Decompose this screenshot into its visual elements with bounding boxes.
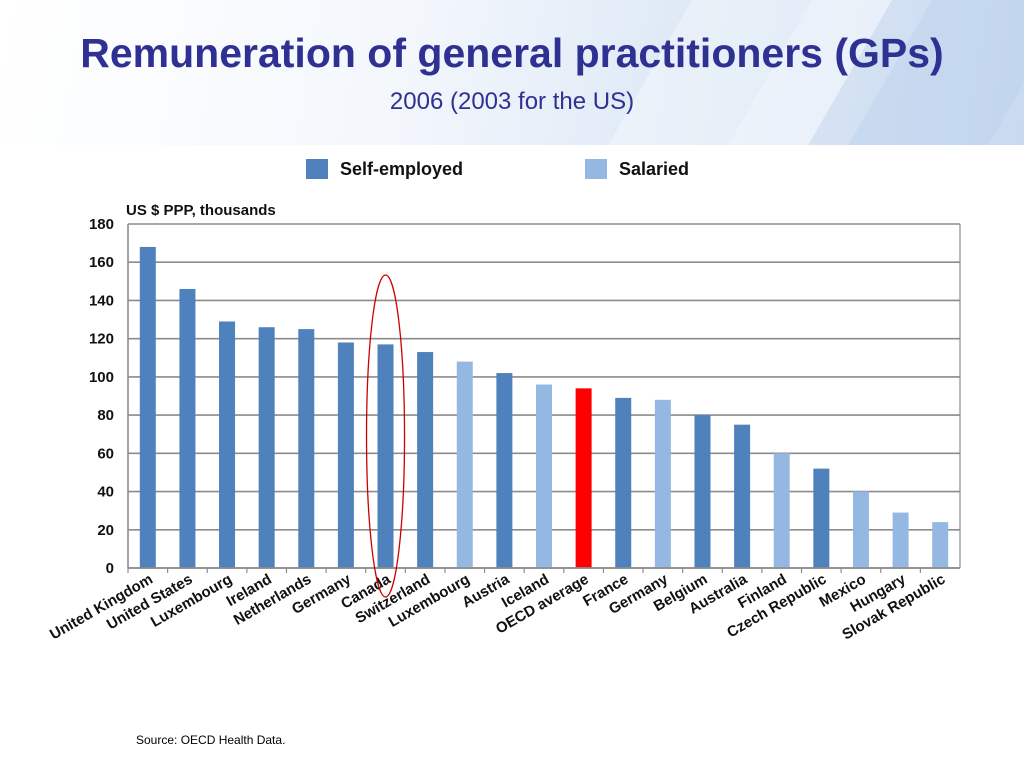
chart-legend: Self-employed Salaried bbox=[0, 157, 1024, 183]
highlight-ellipse bbox=[365, 274, 406, 598]
bar-3 bbox=[258, 327, 275, 568]
bar-17 bbox=[813, 468, 830, 568]
bar-4 bbox=[298, 329, 315, 568]
legend-item-salaried: Salaried bbox=[585, 157, 689, 181]
bar-0 bbox=[139, 246, 156, 568]
bar-10 bbox=[536, 384, 552, 568]
bar-14 bbox=[694, 415, 711, 568]
bar-20 bbox=[932, 522, 949, 568]
legend-swatch-salaried bbox=[585, 159, 607, 179]
y-axis-label: US $ PPP, thousands bbox=[126, 202, 276, 219]
bar-18 bbox=[852, 491, 869, 568]
bar-1 bbox=[179, 288, 196, 568]
page-title: Remuneration of general practitioners (G… bbox=[80, 30, 944, 76]
legend-label-self-employed: Self-employed bbox=[340, 158, 464, 179]
bar-7 bbox=[417, 352, 434, 568]
bar-8 bbox=[456, 361, 473, 568]
y-tick-label: 140 bbox=[89, 292, 114, 309]
y-tick-label: 20 bbox=[97, 522, 114, 539]
y-tick-label: 60 bbox=[97, 445, 114, 462]
bar-chart: 0 20 40 60 80 100 120 140 160 180 US $ PPP, thousa… bbox=[47, 202, 961, 643]
y-tick-label: 80 bbox=[97, 407, 114, 424]
legend-swatch-self-employed bbox=[306, 159, 328, 179]
y-tick-label: 120 bbox=[89, 331, 114, 348]
bar-16 bbox=[773, 453, 790, 568]
y-tick-label: 160 bbox=[89, 254, 114, 271]
bar-2 bbox=[219, 321, 236, 568]
source-note: Source: OECD Health Data. bbox=[136, 733, 286, 747]
page-subtitle: 2006 (2003 for the US) bbox=[389, 88, 635, 115]
bar-5 bbox=[337, 342, 354, 568]
y-tick-label: 0 bbox=[106, 560, 114, 577]
header-band bbox=[0, 0, 1024, 145]
legend-label-salaried: Salaried bbox=[619, 158, 690, 179]
y-tick-label: 100 bbox=[89, 369, 114, 386]
bar-19 bbox=[892, 512, 909, 568]
bar-13 bbox=[654, 399, 671, 568]
bar-6 bbox=[377, 344, 394, 568]
bar-12 bbox=[615, 397, 632, 568]
y-tick-label: 40 bbox=[97, 484, 114, 501]
y-tick-label: 180 bbox=[89, 216, 114, 233]
bar-15 bbox=[734, 424, 751, 568]
legend-item-self-employed: Self-employed bbox=[306, 157, 463, 181]
bar-11 bbox=[575, 388, 592, 568]
bar-9 bbox=[496, 373, 513, 568]
